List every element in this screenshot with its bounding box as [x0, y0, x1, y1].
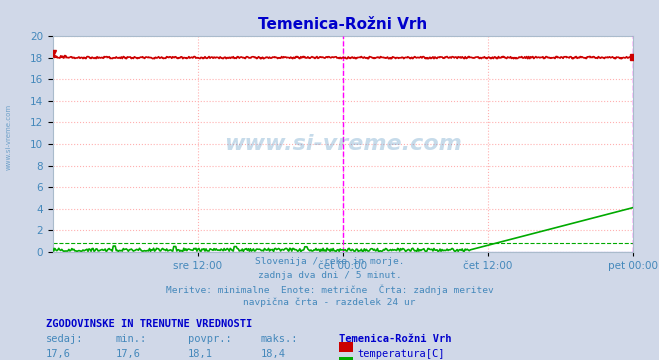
Text: 17,6: 17,6	[115, 349, 140, 359]
Text: temperatura[C]: temperatura[C]	[358, 349, 445, 359]
Text: Meritve: minimalne  Enote: metrične  Črta: zadnja meritev: Meritve: minimalne Enote: metrične Črta:…	[165, 284, 494, 294]
Text: zadnja dva dni / 5 minut.: zadnja dva dni / 5 minut.	[258, 271, 401, 280]
Text: Slovenija / reke in morje.: Slovenija / reke in morje.	[255, 257, 404, 266]
Text: ZGODOVINSKE IN TRENUTNE VREDNOSTI: ZGODOVINSKE IN TRENUTNE VREDNOSTI	[46, 319, 252, 329]
Text: Temenica-Rožni Vrh: Temenica-Rožni Vrh	[339, 334, 452, 344]
Text: 18,4: 18,4	[260, 349, 285, 359]
Text: www.si-vreme.com: www.si-vreme.com	[224, 134, 461, 154]
Text: 18,1: 18,1	[188, 349, 213, 359]
Text: www.si-vreme.com: www.si-vreme.com	[5, 104, 12, 170]
Title: Temenica-Rožni Vrh: Temenica-Rožni Vrh	[258, 17, 427, 32]
Text: navpična črta - razdelek 24 ur: navpična črta - razdelek 24 ur	[243, 297, 416, 307]
Text: povpr.:: povpr.:	[188, 334, 231, 344]
Text: sedaj:: sedaj:	[46, 334, 84, 344]
Text: maks.:: maks.:	[260, 334, 298, 344]
Text: 17,6: 17,6	[46, 349, 71, 359]
Text: min.:: min.:	[115, 334, 146, 344]
